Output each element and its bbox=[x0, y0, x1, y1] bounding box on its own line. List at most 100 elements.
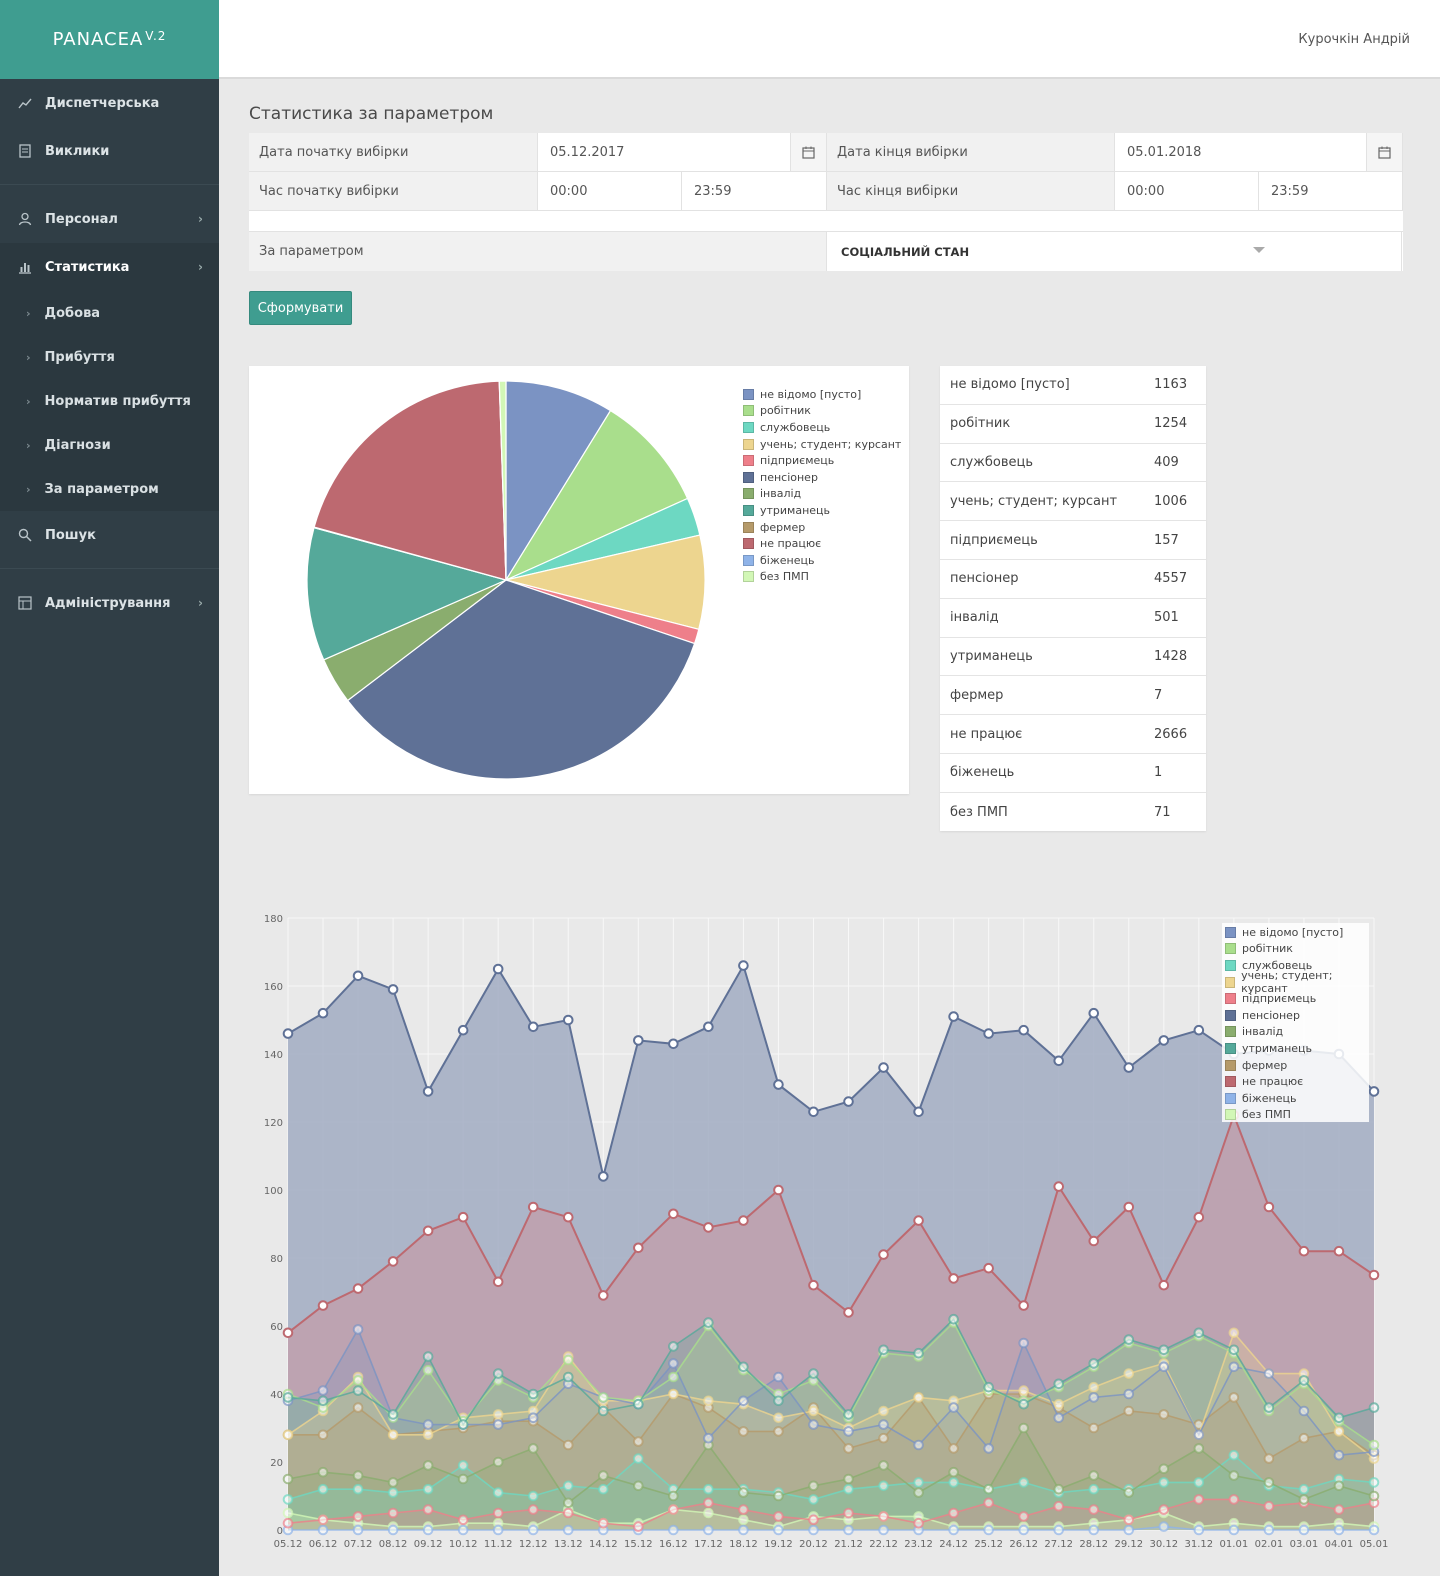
data-point bbox=[948, 1313, 959, 1325]
data-point bbox=[1333, 1245, 1345, 1257]
data-point bbox=[562, 1524, 574, 1536]
sidebar-subitem-by-parameter[interactable]: › За параметром bbox=[0, 467, 219, 511]
sidebar-subitem-arrival-norm[interactable]: › Норматив прибуття bbox=[0, 379, 219, 423]
logo[interactable]: PANACEA V.2 bbox=[0, 0, 219, 79]
x-tick-label: 07.12 bbox=[344, 1539, 373, 1550]
legend-swatch bbox=[743, 504, 754, 516]
y-tick-label: 40 bbox=[270, 1390, 283, 1401]
legend-swatch bbox=[743, 538, 754, 550]
x-tick-label: 29.12 bbox=[1114, 1539, 1143, 1550]
legend-item[interactable]: підприємець bbox=[743, 452, 901, 469]
data-point bbox=[1088, 1235, 1100, 1247]
end-date-calendar-button[interactable] bbox=[1366, 133, 1403, 172]
data-point bbox=[1053, 1398, 1065, 1410]
end-time-to-input[interactable]: 23:59 bbox=[1259, 172, 1403, 211]
end-date-input[interactable]: 05.01.2018 bbox=[1115, 133, 1367, 172]
pie-slice bbox=[346, 579, 696, 780]
data-point bbox=[1193, 1494, 1205, 1505]
param-select-value: СОЦІАЛЬНИЙ СТАН bbox=[841, 244, 970, 259]
start-date-input[interactable]: 05.12.2017 bbox=[538, 133, 791, 172]
param-select[interactable]: СОЦІАЛЬНИЙ СТАН bbox=[827, 232, 1402, 271]
data-point bbox=[492, 1409, 504, 1420]
data-point bbox=[1228, 1524, 1240, 1536]
legend-item[interactable]: робітник bbox=[1225, 941, 1369, 958]
data-point bbox=[387, 1507, 399, 1519]
sidebar-item-admin[interactable]: Адміністрування › bbox=[0, 579, 219, 627]
legend-item[interactable]: не працює bbox=[1225, 1073, 1369, 1090]
data-point bbox=[352, 1470, 364, 1481]
legend-item[interactable]: не працює bbox=[743, 535, 901, 552]
legend-item[interactable]: пенсіонер bbox=[1225, 1007, 1369, 1024]
sidebar-item-calls[interactable]: Виклики bbox=[0, 127, 219, 175]
series-line bbox=[287, 963, 1375, 1177]
data-point bbox=[1088, 1381, 1100, 1393]
data-point bbox=[738, 1361, 749, 1373]
data-point bbox=[317, 1300, 329, 1311]
user-name[interactable]: Курочкін Андрій bbox=[1298, 32, 1410, 47]
legend-item[interactable]: без ПМП bbox=[743, 569, 901, 586]
legend-item[interactable]: не відомо [пусто] bbox=[1225, 924, 1369, 941]
legend-item[interactable]: не відомо [пусто] bbox=[743, 386, 901, 403]
sidebar-subitem-label: Норматив прибуття bbox=[44, 393, 191, 409]
y-tick-label: 60 bbox=[270, 1322, 283, 1333]
end-time-from-input[interactable]: 00:00 bbox=[1115, 172, 1259, 211]
area-chart-legend: не відомо [пусто] робітник службовець учень… bbox=[1222, 923, 1369, 1122]
top-bar: Курочкін Андрій bbox=[219, 0, 1440, 79]
sidebar-item-label: Диспетчерська bbox=[45, 95, 160, 111]
sidebar-subitem-daily[interactable]: › Добова bbox=[0, 291, 219, 335]
legend-item[interactable]: фермер bbox=[1225, 1057, 1369, 1074]
legend-swatch bbox=[743, 471, 754, 483]
legend-item[interactable]: робітник bbox=[743, 403, 901, 420]
legend-swatch bbox=[1225, 1026, 1236, 1038]
data-point bbox=[1088, 1524, 1100, 1536]
data-point bbox=[773, 1426, 784, 1437]
start-time-from-input[interactable]: 00:00 bbox=[538, 172, 682, 211]
legend-item[interactable]: підприємець bbox=[1225, 990, 1369, 1007]
data-point bbox=[878, 1249, 889, 1260]
legend-item[interactable]: фермер bbox=[743, 519, 901, 536]
legend-item[interactable]: без ПМП bbox=[1225, 1107, 1369, 1124]
x-tick-label: 01.01 bbox=[1220, 1539, 1249, 1550]
legend-item[interactable]: інвалід bbox=[743, 486, 901, 503]
legend-item[interactable]: інвалід bbox=[1225, 1024, 1369, 1041]
statistics-submenu: › Добова › Прибуття › Норматив прибуття › Ді… bbox=[0, 291, 219, 511]
start-time-to-input[interactable]: 23:59 bbox=[682, 172, 827, 211]
legend-swatch bbox=[1225, 1092, 1236, 1104]
data-point bbox=[422, 1351, 434, 1362]
sidebar-item-dispatch[interactable]: Диспетчерська bbox=[0, 79, 219, 127]
start-date-calendar-button[interactable] bbox=[790, 133, 827, 172]
legend-item[interactable]: біженець bbox=[743, 552, 901, 569]
x-tick-label: 27.12 bbox=[1044, 1539, 1073, 1550]
sidebar-item-staff[interactable]: Персонал › bbox=[0, 195, 219, 243]
legend-item[interactable]: службовець bbox=[1225, 957, 1369, 974]
legend-item[interactable]: учень; студент; курсант bbox=[1225, 969, 1369, 995]
generate-button[interactable]: Сформувати bbox=[249, 291, 352, 325]
legend-swatch bbox=[1225, 1109, 1236, 1121]
x-tick-label: 21.12 bbox=[834, 1539, 863, 1550]
data-point bbox=[352, 1524, 364, 1536]
legend-item[interactable]: біженець bbox=[1225, 1090, 1369, 1107]
data-point bbox=[1228, 1392, 1240, 1403]
data-point bbox=[1053, 1483, 1065, 1495]
legend-item[interactable]: утриманець bbox=[1225, 1040, 1369, 1057]
data-point bbox=[597, 1517, 609, 1529]
data-point bbox=[352, 1283, 364, 1294]
table-row: не відомо [пусто] 1163 bbox=[940, 366, 1206, 405]
legend-item[interactable]: учень; студент; курсант bbox=[743, 436, 901, 453]
sidebar-subitem-arrival[interactable]: › Прибуття bbox=[0, 335, 219, 379]
legend-item[interactable]: утриманець bbox=[743, 502, 901, 519]
legend-item[interactable]: службовець bbox=[743, 419, 901, 436]
data-point bbox=[913, 1487, 924, 1498]
legend-item[interactable]: пенсіонер bbox=[743, 469, 901, 486]
sidebar-subitem-diagnoses[interactable]: › Діагнози bbox=[0, 423, 219, 467]
sidebar-item-statistics[interactable]: Статистика › bbox=[0, 243, 219, 291]
x-tick-label: 23.12 bbox=[904, 1539, 933, 1550]
sidebar-item-search[interactable]: Пошук bbox=[0, 511, 219, 559]
x-tick-label: 08.12 bbox=[379, 1539, 408, 1550]
data-point bbox=[1123, 1201, 1135, 1213]
data-point bbox=[1158, 1463, 1170, 1475]
chevron-right-icon: › bbox=[26, 438, 31, 452]
data-point bbox=[843, 1409, 854, 1420]
data-point bbox=[597, 1470, 609, 1481]
data-point bbox=[773, 1079, 784, 1090]
